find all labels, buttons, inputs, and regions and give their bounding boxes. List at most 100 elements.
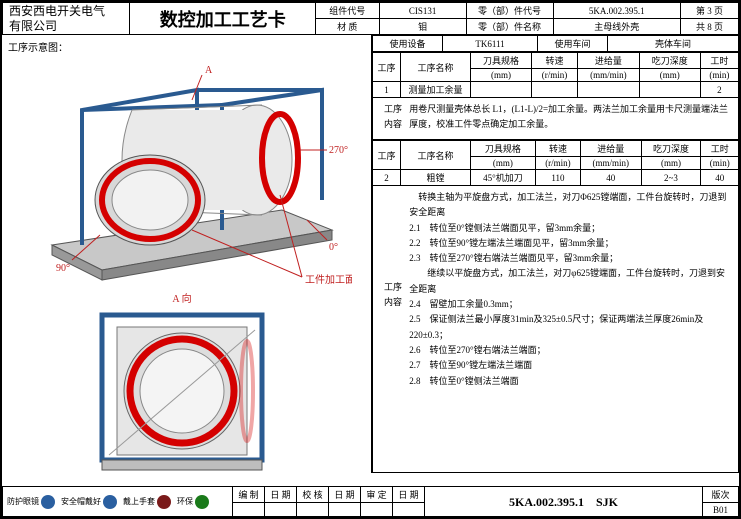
company-cell: 西安西电开关电气 有限公司 bbox=[3, 3, 130, 35]
col-time-u: (min) bbox=[700, 69, 738, 82]
a-view-label: A 向 bbox=[87, 290, 277, 305]
col2-tool-u: (mm) bbox=[471, 157, 536, 170]
list-item: 2.1 转位至0°镗侧法兰端面见平，留3mm余量； bbox=[409, 221, 730, 236]
safety-icon bbox=[195, 495, 209, 509]
col-name: 工序名称 bbox=[401, 53, 471, 82]
safety-item: 环保 bbox=[177, 496, 209, 506]
rev-val: B01 bbox=[703, 503, 739, 517]
safety-item: 戴上手套 bbox=[123, 496, 171, 506]
drawing-number: 5KA.002.395.1 SJK bbox=[425, 487, 703, 517]
list-item: 2.7 转位至90°镗左端法兰端面 bbox=[409, 358, 730, 373]
safety-label: 戴上手套 bbox=[123, 497, 155, 506]
r2-speed: 110 bbox=[535, 170, 580, 186]
check-val bbox=[297, 503, 329, 517]
safety-icons-cell: 防护眼镜 安全帽戴好 戴上手套 环保 bbox=[3, 487, 233, 517]
step2-header: 工序 工序名称 刀具规格 转速 进给量 吃刀深度 工时 (mm) (r/min)… bbox=[372, 140, 739, 186]
r1-speed bbox=[531, 82, 577, 98]
date3-val bbox=[393, 503, 425, 517]
col-tool-u: (mm) bbox=[471, 69, 532, 82]
safety-label: 环保 bbox=[177, 497, 193, 506]
shop-lbl: 使用车间 bbox=[538, 36, 608, 52]
r2-name: 粗镗 bbox=[401, 170, 471, 186]
component-code-lbl: 组件代号 bbox=[315, 3, 379, 19]
col-speed: 转速 bbox=[531, 53, 577, 69]
list-item: 2.5 保证侧法兰最小厚度31min及325±0.5尺寸；保证两端法兰厚度26m… bbox=[409, 312, 730, 343]
equip-row: 使用设备 TK6111 使用车间 壳体车间 bbox=[372, 35, 739, 52]
total-pages: 共 8 页 bbox=[680, 19, 738, 35]
col-speed-u: (r/min) bbox=[531, 69, 577, 82]
date1-lbl: 日 期 bbox=[265, 487, 297, 503]
header-table: 西安西电开关电气 有限公司 数控加工工艺卡 组件代号 CIS131 零（部）件代… bbox=[2, 2, 739, 35]
date3-lbl: 日 期 bbox=[393, 487, 425, 503]
table-row: 2 粗镗 45°机加刀 110 40 2~3 40 bbox=[373, 170, 739, 186]
col2-time-u: (min) bbox=[701, 157, 739, 170]
part-code-lbl: 零（部）件代号 bbox=[466, 3, 553, 19]
r2-feed: 40 bbox=[581, 170, 642, 186]
r1-time: 2 bbox=[700, 82, 738, 98]
safety-icon bbox=[103, 495, 117, 509]
equip-lbl: 使用设备 bbox=[373, 36, 443, 52]
r2-tool: 45°机加刀 bbox=[471, 170, 536, 186]
col2-name: 工序名称 bbox=[401, 141, 471, 170]
col2-tool: 刀具规格 bbox=[471, 141, 536, 157]
compile-val bbox=[233, 503, 265, 517]
main-area: 工序示意图： bbox=[2, 35, 739, 473]
content2-lbl: 工序 内容 bbox=[379, 280, 407, 311]
safety-item: 安全帽戴好 bbox=[61, 496, 117, 506]
label-a: A bbox=[205, 65, 213, 76]
content2-box: 工序 内容 转换主轴为平旋盘方式，加工法兰，对刀Φ625镗端面，工件台旋转时，刀… bbox=[372, 186, 739, 473]
audit-val bbox=[361, 503, 393, 517]
iso-svg: A 270° 0° 90° 工件加工面 bbox=[22, 55, 352, 285]
part-name: 主母线外壳 bbox=[553, 19, 680, 35]
r2-depth: 2~3 bbox=[641, 170, 701, 186]
safety-icon bbox=[157, 495, 171, 509]
r1-feed bbox=[578, 82, 640, 98]
content1-box: 工序 内容 用卷尺测量壳体总长 L1，(L1-L)/2=加工余量。两法兰加工余量… bbox=[372, 98, 739, 140]
col2-feed-u: (mm/min) bbox=[581, 157, 642, 170]
process-card-sheet: 西安西电开关电气 有限公司 数控加工工艺卡 组件代号 CIS131 零（部）件代… bbox=[0, 0, 741, 519]
safety-item: 防护眼镜 bbox=[7, 496, 55, 506]
part-code: 5KA.002.395.1 bbox=[553, 3, 680, 19]
table-row: 1 测量加工余量 2 bbox=[373, 82, 739, 98]
a-view-svg bbox=[87, 305, 277, 480]
r2-time: 40 bbox=[701, 170, 739, 186]
a-view: A 向 bbox=[87, 290, 277, 480]
safety-label: 安全帽戴好 bbox=[61, 497, 101, 506]
content1-text: 用卷尺测量壳体总长 L1，(L1-L)/2=加工余量。两法兰加工余量用卡尺测量端… bbox=[409, 102, 730, 133]
safety-label: 防护眼镜 bbox=[7, 497, 39, 506]
check-lbl: 校 核 bbox=[297, 487, 329, 503]
list-item: 2.6 转位至270°镗右端法兰端面； bbox=[409, 343, 730, 358]
company-line1: 西安西电开关电气 bbox=[9, 4, 126, 18]
page-number: 第 3 页 bbox=[680, 3, 738, 19]
col2-speed: 转速 bbox=[535, 141, 580, 157]
col-feed: 进给量 bbox=[578, 53, 640, 69]
col-time: 工时 bbox=[700, 53, 738, 69]
col-feed-u: (mm/min) bbox=[578, 69, 640, 82]
label-90: 90° bbox=[56, 263, 70, 274]
r2-step: 2 bbox=[373, 170, 401, 186]
rev-lbl: 版次 bbox=[703, 487, 739, 503]
r1-tool bbox=[471, 82, 532, 98]
diagram-panel: 工序示意图： bbox=[2, 35, 372, 473]
col2-depth: 吃刀深度 bbox=[641, 141, 701, 157]
content2-list: 2.1 转位至0°镗侧法兰端面见平，留3mm余量；2.2 转位至90°镗左端法兰… bbox=[409, 221, 730, 389]
col-depth: 吃刀深度 bbox=[639, 53, 700, 69]
col2-feed: 进给量 bbox=[581, 141, 642, 157]
part-name-lbl: 零（部）件名称 bbox=[466, 19, 553, 35]
label-0: 0° bbox=[329, 242, 338, 253]
col-tool: 刀具规格 bbox=[471, 53, 532, 69]
safety-icon bbox=[41, 495, 55, 509]
col-depth-u: (mm) bbox=[639, 69, 700, 82]
material-lbl: 材 质 bbox=[315, 19, 379, 35]
content1-lbl: 工序 内容 bbox=[379, 102, 407, 133]
audit-lbl: 审 定 bbox=[361, 487, 393, 503]
compile-lbl: 编 制 bbox=[233, 487, 265, 503]
date1-val bbox=[265, 503, 297, 517]
content2-intro: 转换主轴为平旋盘方式，加工法兰，对刀Φ625镗端面，工件台旋转时，刀退到安全距离 bbox=[409, 190, 730, 221]
step1-header: 工序 工序名称 刀具规格 转速 进给量 吃刀深度 工时 (mm) (r/min)… bbox=[372, 52, 739, 98]
col2-step: 工序 bbox=[373, 141, 401, 170]
date2-lbl: 日 期 bbox=[329, 487, 361, 503]
col2-time: 工时 bbox=[701, 141, 739, 157]
diagram-title: 工序示意图： bbox=[8, 39, 68, 54]
component-code: CIS131 bbox=[379, 3, 466, 19]
